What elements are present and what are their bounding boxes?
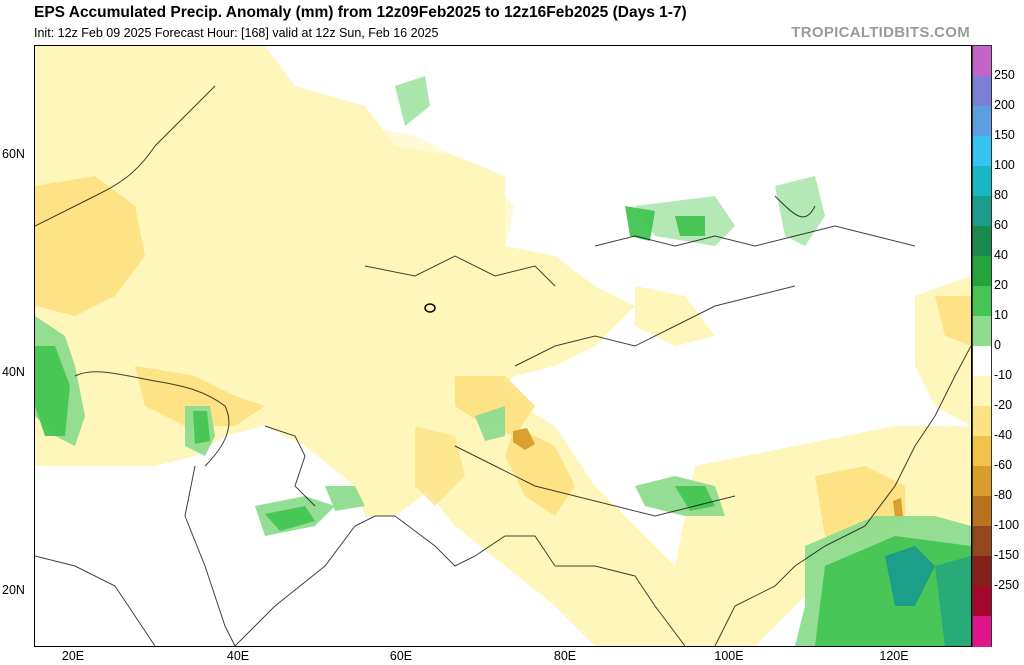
colorbar-label: 60: [994, 218, 1008, 232]
colorbar-label: -150: [994, 548, 1020, 562]
strong-wet-layer: [885, 546, 971, 646]
colorbar-label: 40: [994, 248, 1008, 262]
lat-label-40n: 40N: [2, 365, 25, 379]
colorbar-label: -40: [994, 428, 1013, 442]
colorbar-cell: [973, 556, 991, 587]
colorbar-cell: [973, 226, 991, 257]
coastlines-borders: [35, 85, 971, 646]
colorbar-cell: [973, 76, 991, 107]
colorbar-label: -100: [994, 518, 1020, 532]
colorbar-label: 100: [994, 158, 1015, 172]
lat-label-60n: 60N: [2, 147, 25, 161]
colorbar-label: 200: [994, 98, 1015, 112]
brand-watermark: TROPICALTIDBITS.COM: [791, 24, 970, 41]
strong-dry-layer: [513, 428, 903, 518]
colorbar-cell: [973, 106, 991, 137]
colorbar-cell: [973, 166, 991, 197]
colorbar-cell: [973, 196, 991, 227]
colorbar-cell: [973, 616, 991, 647]
colorbar-cell: [973, 376, 991, 407]
colorbar-label: -80: [994, 488, 1013, 502]
colorbar-label: -60: [994, 458, 1013, 472]
colorbar-label: 250: [994, 68, 1015, 82]
colorbar-label: 0: [994, 338, 1001, 352]
colorbar-label: 80: [994, 188, 1008, 202]
colorbar-cell: [973, 586, 991, 617]
lat-label-20n: 20N: [2, 583, 25, 597]
map-subtitle: Init: 12z Feb 09 2025 Forecast Hour: [16…: [34, 26, 439, 40]
colorbar-label: -250: [994, 578, 1020, 592]
colorbar-label: 10: [994, 308, 1008, 322]
colorbar-label: -20: [994, 398, 1013, 412]
colorbar-cell: [973, 256, 991, 287]
lon-label-40e: 40E: [226, 649, 250, 663]
colorbar-cell: [973, 316, 991, 347]
colorbar-cell: [973, 466, 991, 497]
moderate-dry-layer: [35, 176, 971, 546]
lon-label-60e: 60E: [389, 649, 413, 663]
precip-anomaly-map: [34, 45, 972, 647]
lon-label-20e: 20E: [61, 649, 85, 663]
lon-label-80e: 80E: [553, 649, 577, 663]
colorbar-cell: [973, 526, 991, 557]
colorbar-cell: [973, 46, 991, 77]
colorbar-cell: [973, 496, 991, 527]
colorbar-label: -10: [994, 368, 1013, 382]
map-title: EPS Accumulated Precip. Anomaly (mm) fro…: [34, 4, 687, 21]
colorbar: [972, 45, 992, 647]
colorbar-cell: [973, 406, 991, 437]
lon-label-120e: 120E: [879, 649, 909, 663]
colorbar-label: 150: [994, 128, 1015, 142]
colorbar-cell: [973, 346, 991, 377]
colorbar-cell: [973, 436, 991, 467]
colorbar-cell: [973, 286, 991, 317]
colorbar-cell: [973, 136, 991, 167]
lon-label-100e: 100E: [714, 649, 744, 663]
colorbar-label: 20: [994, 278, 1008, 292]
